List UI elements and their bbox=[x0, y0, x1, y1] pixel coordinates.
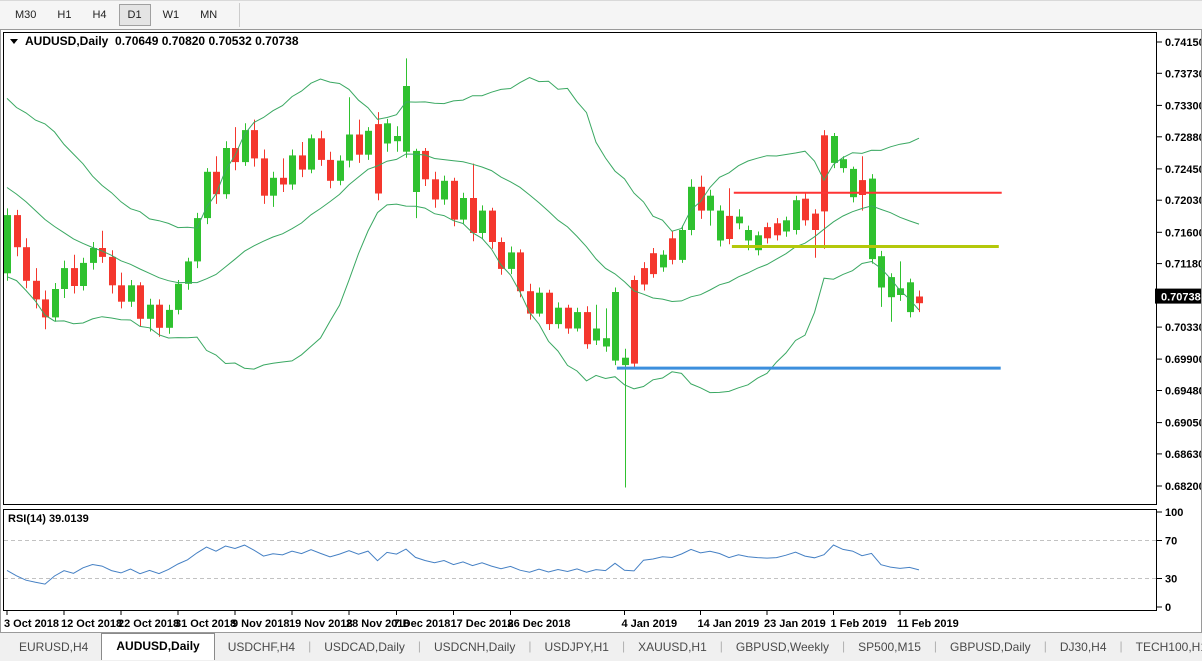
svg-text:0.72030: 0.72030 bbox=[1165, 195, 1201, 207]
chart-title: AUDUSD,Daily 0.70649 0.70820 0.70532 0.7… bbox=[25, 34, 299, 48]
tab-sp500-m15[interactable]: SP500,M15 bbox=[858, 640, 921, 654]
tab-separator: | bbox=[1043, 638, 1047, 653]
svg-text:0.70330: 0.70330 bbox=[1165, 322, 1201, 334]
svg-text:28 Nov 2018: 28 Nov 2018 bbox=[346, 618, 410, 630]
timeframe-button-d1[interactable]: D1 bbox=[118, 4, 151, 26]
timeframe-button-m30[interactable]: M30 bbox=[15, 9, 37, 21]
tab-separator: | bbox=[528, 638, 532, 653]
tab-xauusd-h1[interactable]: XAUUSD,H1 bbox=[638, 640, 707, 654]
svg-text:100: 100 bbox=[1165, 507, 1183, 519]
toolbar-separator bbox=[239, 3, 241, 27]
price-axis[interactable]: 0.74150 0.73730 0.73300 0.72880 0.72450 0.720… bbox=[1157, 37, 1202, 493]
tab-usdcad-daily[interactable]: USDCAD,Daily bbox=[324, 640, 405, 654]
main-chart-panel bbox=[3, 32, 1157, 505]
current-price-label: 0.70738 bbox=[1155, 288, 1201, 304]
timeframe-button-mn[interactable]: MN bbox=[200, 9, 218, 21]
svg-text:0.70738: 0.70738 bbox=[1161, 292, 1201, 304]
tab-dj30-h4[interactable]: DJ30,H4 bbox=[1059, 640, 1107, 654]
svg-text:7 Dec 2018: 7 Dec 2018 bbox=[394, 618, 451, 630]
rsi-label: RSI(14) 39.0139 bbox=[8, 513, 89, 525]
svg-text:26 Dec 2018: 26 Dec 2018 bbox=[508, 618, 571, 630]
svg-text:4 Jan 2019: 4 Jan 2019 bbox=[622, 618, 678, 630]
svg-text:0.68200: 0.68200 bbox=[1165, 481, 1201, 493]
svg-text:0: 0 bbox=[1165, 602, 1171, 614]
svg-text:31 Oct 2018: 31 Oct 2018 bbox=[175, 618, 236, 630]
symbol-tabbar: EURUSD,H4 AUDUSD,Daily USDCHF,H4 | USDCAD,Da… bbox=[0, 633, 1202, 660]
svg-text:0.69900: 0.69900 bbox=[1165, 354, 1201, 366]
svg-text:0.69480: 0.69480 bbox=[1165, 386, 1201, 398]
svg-text:0.71600: 0.71600 bbox=[1165, 227, 1201, 239]
svg-text:3 Oct 2018: 3 Oct 2018 bbox=[4, 618, 59, 630]
tab-usdjpy-h1[interactable]: USDJPY,H1 bbox=[544, 640, 609, 654]
bollinger-lower-band bbox=[6, 203, 920, 394]
tab-separator: | bbox=[719, 638, 723, 653]
chart-window: AUDUSD,Daily 0.70649 0.70820 0.70532 0.7… bbox=[0, 29, 1202, 633]
tab-separator: | bbox=[308, 638, 312, 653]
tab-gbpusd-daily[interactable]: GBPUSD,Daily bbox=[950, 640, 1031, 654]
tab-usdchf-h4[interactable]: USDCHF,H4 bbox=[227, 640, 296, 654]
tab-separator: | bbox=[933, 638, 937, 653]
svg-text:70: 70 bbox=[1165, 536, 1177, 548]
svg-text:17 Dec 2018: 17 Dec 2018 bbox=[451, 618, 514, 630]
svg-text:0.73300: 0.73300 bbox=[1165, 100, 1201, 112]
svg-text:0.71180: 0.71180 bbox=[1165, 259, 1201, 271]
svg-text:0.72880: 0.72880 bbox=[1165, 132, 1201, 144]
rsi-panel bbox=[3, 509, 1157, 611]
svg-text:14 Jan 2019: 14 Jan 2019 bbox=[698, 618, 760, 630]
bollinger-middle-band bbox=[6, 153, 920, 303]
svg-text:19 Nov 2018: 19 Nov 2018 bbox=[289, 618, 353, 630]
svg-text:23 Jan 2019: 23 Jan 2019 bbox=[764, 618, 826, 630]
tab-eurusd-h4[interactable]: EURUSD,H4 bbox=[19, 640, 89, 654]
svg-text:0.73730: 0.73730 bbox=[1165, 68, 1201, 80]
bollinger-upper-band bbox=[6, 76, 920, 232]
svg-text:0.72450: 0.72450 bbox=[1165, 164, 1201, 176]
tab-usdcnh-daily[interactable]: USDCNH,Daily bbox=[434, 640, 516, 654]
rsi-axis[interactable]: 100 70 30 0 bbox=[1157, 507, 1183, 614]
svg-text:12 Oct 2018: 12 Oct 2018 bbox=[61, 618, 122, 630]
candles bbox=[4, 58, 923, 488]
timeframe-button-h1[interactable]: H1 bbox=[57, 9, 72, 21]
tab-separator: | bbox=[842, 638, 846, 653]
timeframe-toolbar: M30 H1 H4 D1 W1 MN bbox=[0, 0, 1202, 29]
svg-text:1 Feb 2019: 1 Feb 2019 bbox=[831, 618, 887, 630]
svg-text:0.69050: 0.69050 bbox=[1165, 418, 1201, 430]
chart-dropdown-icon[interactable] bbox=[10, 39, 18, 44]
svg-text:9 Nov 2018: 9 Nov 2018 bbox=[232, 618, 289, 630]
tab-separator: | bbox=[417, 638, 421, 653]
svg-text:0.74150: 0.74150 bbox=[1165, 37, 1201, 49]
svg-text:0.68630: 0.68630 bbox=[1165, 449, 1201, 461]
timeframe-button-w1[interactable]: W1 bbox=[162, 9, 180, 21]
chart-canvas[interactable]: AUDUSD,Daily 0.70649 0.70820 0.70532 0.7… bbox=[1, 30, 1202, 637]
tab-separator: | bbox=[621, 638, 626, 653]
rsi-line bbox=[6, 544, 920, 585]
tab-separator: | bbox=[1119, 638, 1123, 653]
timeframe-button-h4[interactable]: H4 bbox=[92, 9, 107, 21]
svg-text:30: 30 bbox=[1165, 574, 1177, 586]
tab-tech100-h1[interactable]: TECH100,H1 bbox=[1135, 640, 1202, 654]
tab-audusd-daily[interactable]: AUDUSD,Daily bbox=[101, 633, 215, 660]
svg-text:22 Oct 2018: 22 Oct 2018 bbox=[118, 618, 179, 630]
tab-gbpusd-weekly[interactable]: GBPUSD,Weekly bbox=[735, 640, 830, 654]
svg-text:11 Feb 2019: 11 Feb 2019 bbox=[897, 618, 959, 630]
